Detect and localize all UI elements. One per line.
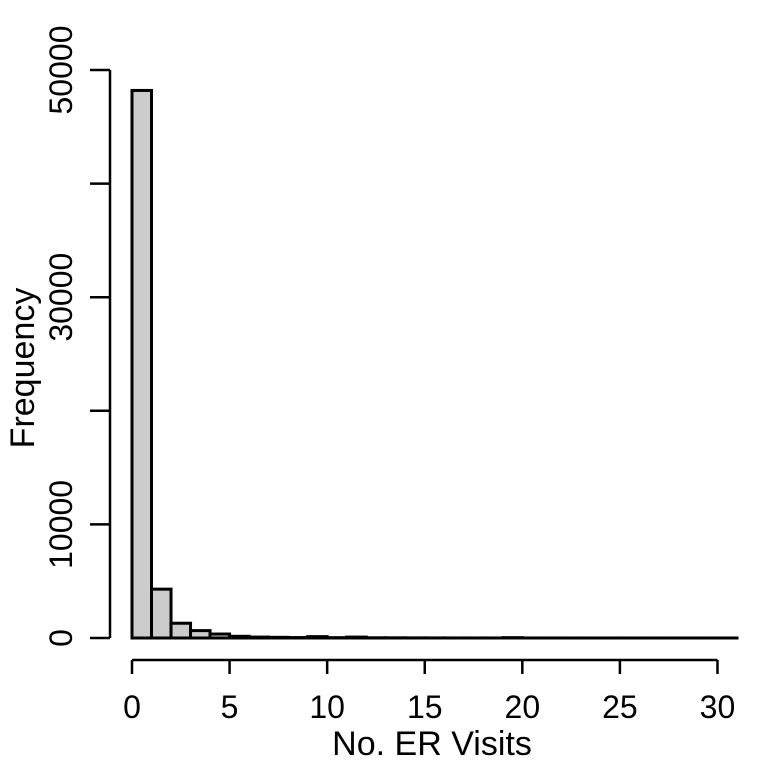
x-tick-label: 25 bbox=[602, 689, 638, 725]
x-tick-label: 20 bbox=[505, 689, 541, 725]
y-tick-label: 50000 bbox=[43, 26, 79, 115]
x-tick-label: 15 bbox=[407, 689, 443, 725]
x-axis: 0 5 10 15 20 25 30 bbox=[123, 658, 736, 725]
x-tick-label: 0 bbox=[123, 689, 141, 725]
histogram-bar bbox=[130, 88, 154, 640]
x-tick-label: 30 bbox=[700, 689, 736, 725]
histogram-bar bbox=[208, 632, 232, 640]
x-tick-label: 10 bbox=[309, 689, 345, 725]
histogram-bars bbox=[130, 88, 739, 640]
histogram-bar bbox=[228, 634, 251, 640]
histogram-bar bbox=[169, 621, 193, 640]
histogram-bar bbox=[267, 635, 290, 640]
y-tick-label: 0 bbox=[43, 629, 79, 647]
y-axis: 0 10000 30000 50000 bbox=[43, 26, 112, 647]
histogram-bar bbox=[306, 635, 329, 640]
y-tick-label: 10000 bbox=[43, 480, 79, 569]
x-tick-label: 5 bbox=[221, 689, 239, 725]
histogram-bar bbox=[189, 629, 212, 640]
y-axis-title: Frequency bbox=[4, 288, 42, 449]
histogram-bar bbox=[247, 635, 271, 640]
y-tick-label: 30000 bbox=[43, 253, 79, 342]
histogram-bar bbox=[345, 635, 368, 640]
histogram-bar bbox=[150, 587, 173, 640]
x-axis-title: No. ER Visits bbox=[332, 725, 532, 763]
